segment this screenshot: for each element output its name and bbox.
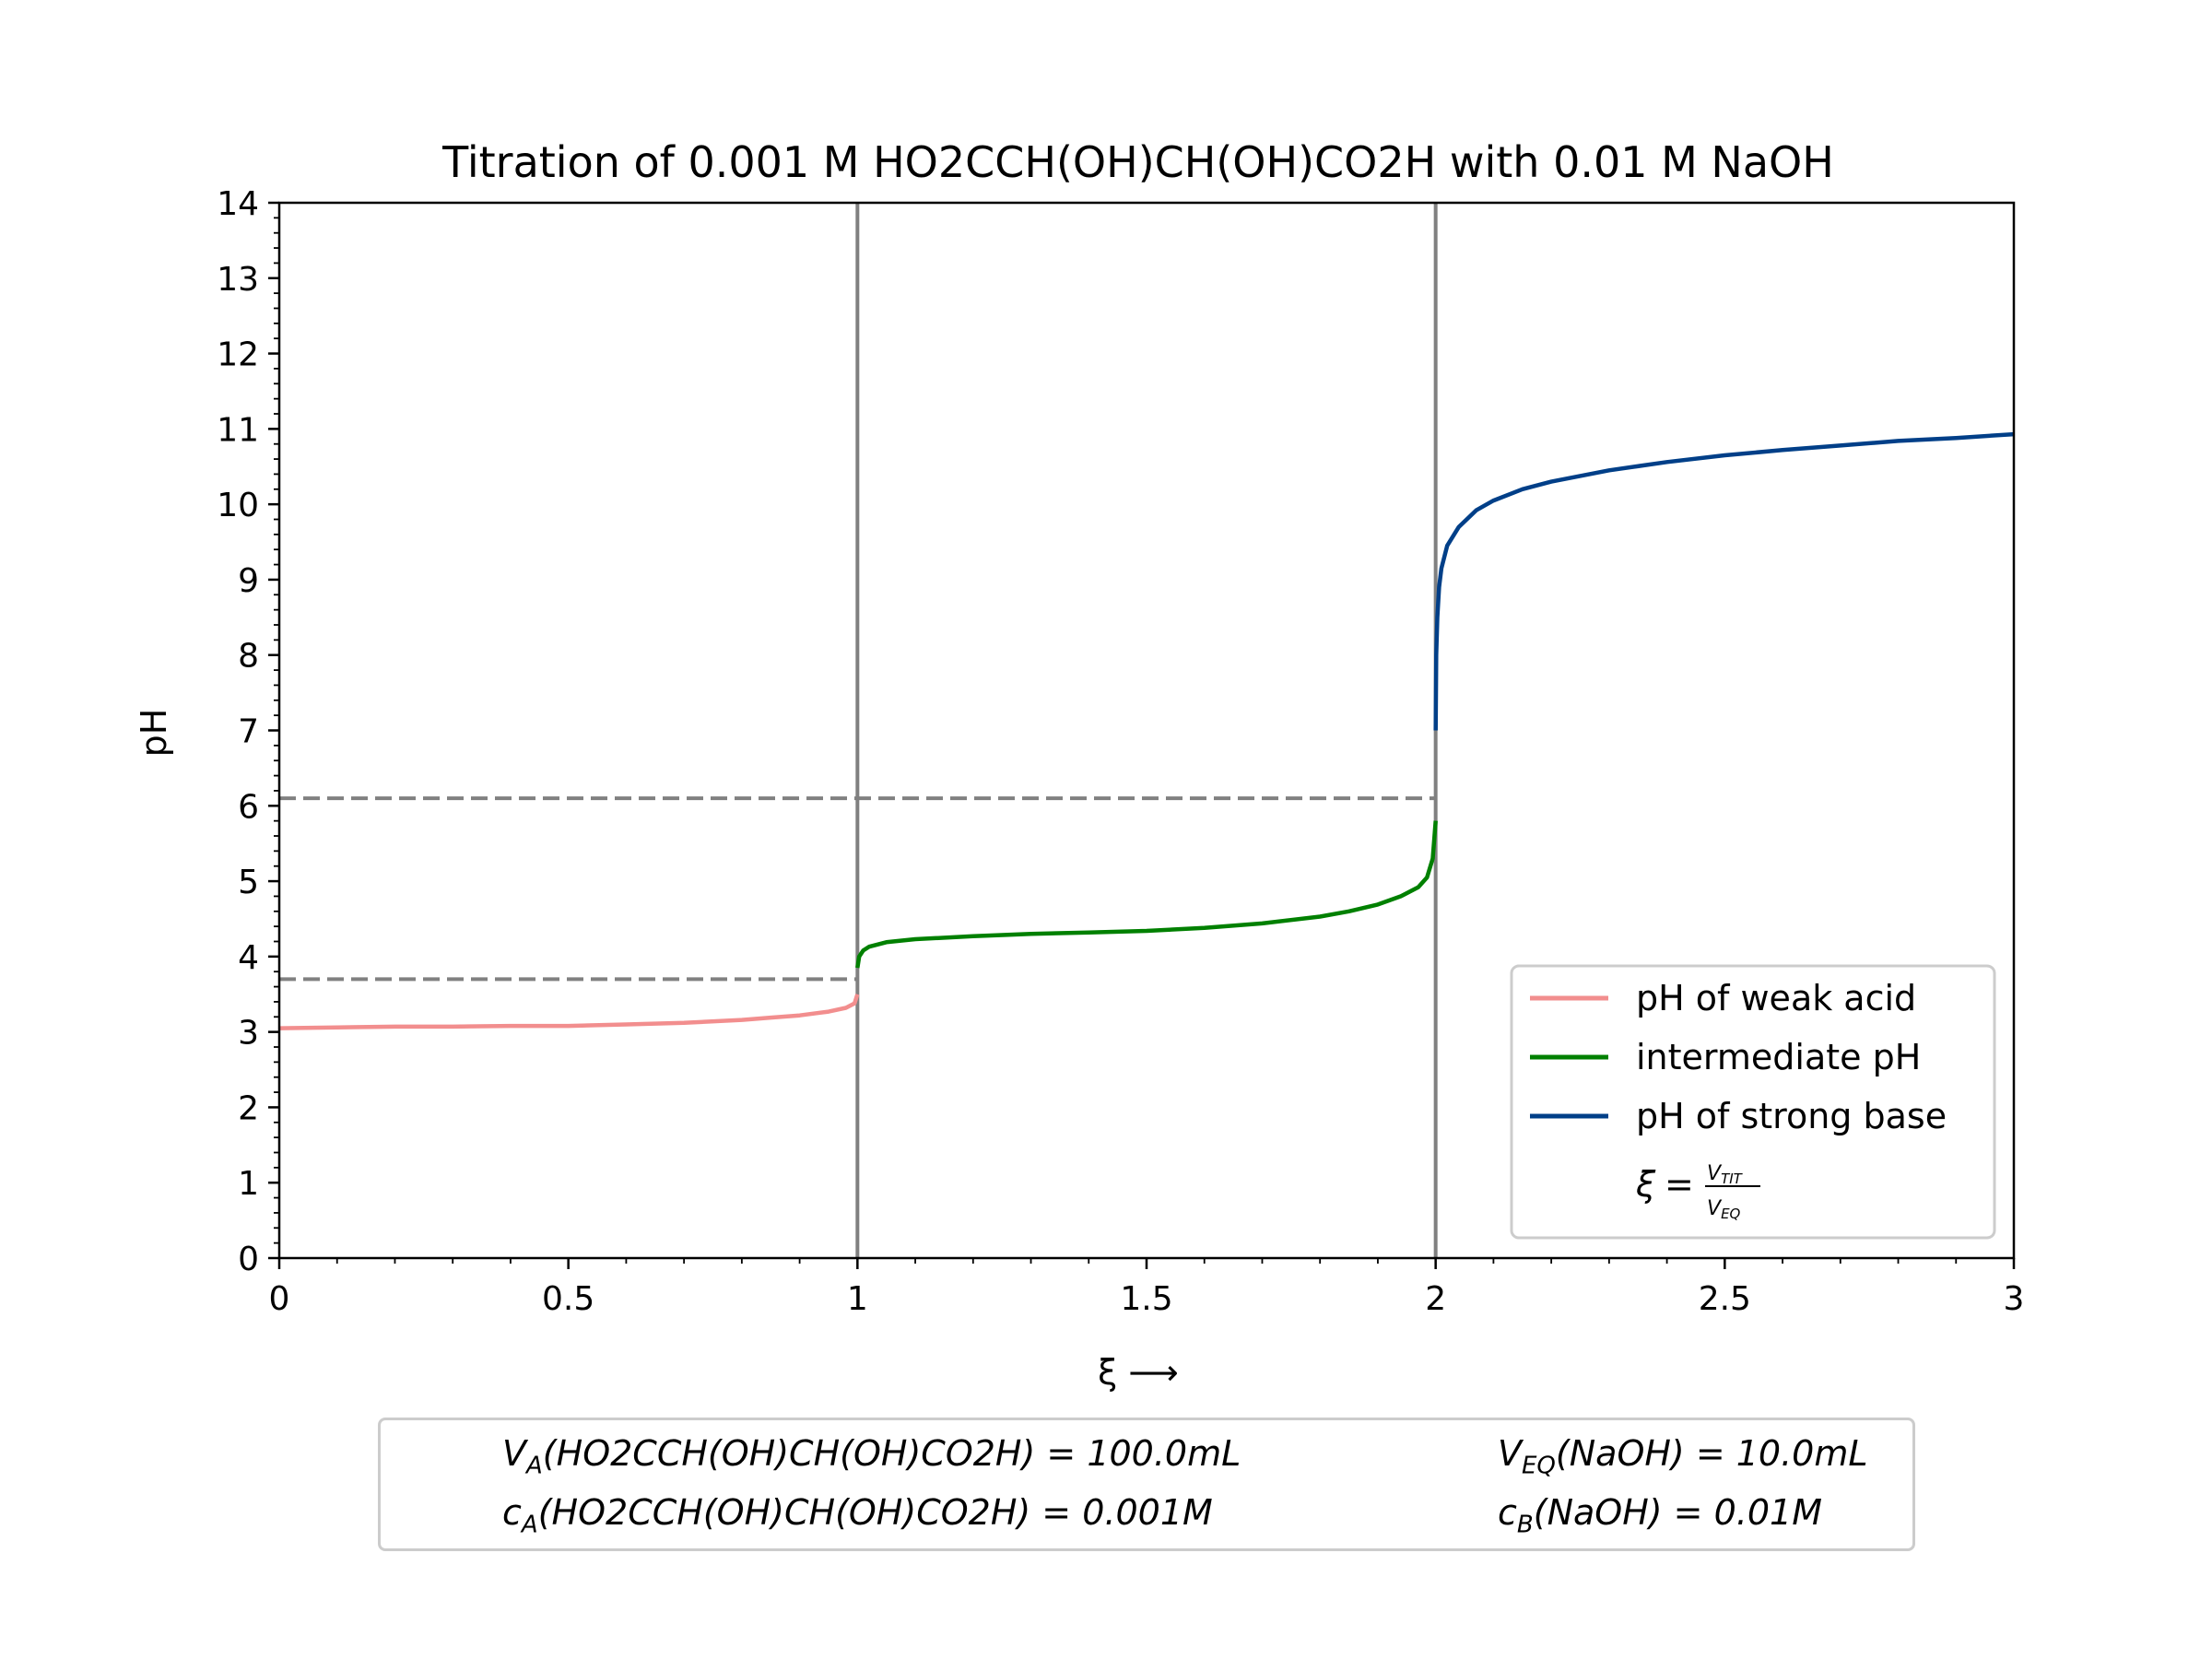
equivalence-volume: VEQ(NaOH) = 10.0mL xyxy=(1498,1433,1868,1480)
y-tick-label: 2 xyxy=(238,1089,259,1127)
legend-label-weak-acid: pH of weak acid xyxy=(1636,978,1916,1018)
acid-volume: VA(HO2CCH(OH)CH(OH)CO2H) = 100.0mL xyxy=(502,1433,1241,1480)
xi-equals: = xyxy=(1665,1164,1694,1205)
y-tick-label: 8 xyxy=(238,638,259,676)
legend-frame xyxy=(1510,964,1996,1240)
legend: pH of weak acid intermediate pH pH of st… xyxy=(1510,964,1996,1240)
series-layer xyxy=(278,431,2015,1030)
y-axis-label: pH xyxy=(134,709,174,758)
x-axis-label: ξ ⟶ xyxy=(1098,1352,1179,1393)
y-tick-label: 3 xyxy=(238,1015,259,1053)
xi-lhs: ξ xyxy=(1635,1164,1656,1205)
series-ph-of-strong-base xyxy=(1433,431,2015,731)
legend-label-intermediate: intermediate pH xyxy=(1636,1037,1921,1077)
y-tick-label: 14 xyxy=(217,185,259,223)
y-tick-label: 5 xyxy=(238,864,259,901)
chart-title: Titration of 0.001 M HO2CCH(OH)CH(OH)CO2… xyxy=(441,137,1834,187)
xi-denominator: VEQ xyxy=(1707,1197,1741,1222)
y-tick-label: 1 xyxy=(238,1165,259,1203)
reference-lines xyxy=(279,203,1438,1258)
x-tick-label: 3 xyxy=(2004,1280,2025,1318)
y-tick-label: 10 xyxy=(217,487,259,524)
parameters-box: VA(HO2CCH(OH)CH(OH)CO2H) = 100.0mL cA(HO… xyxy=(378,1418,1915,1551)
x-tick-label: 1 xyxy=(847,1280,868,1318)
y-tick-label: 12 xyxy=(217,336,259,374)
x-tick-label: 2 xyxy=(1425,1280,1446,1318)
legend-label-strong-base: pH of strong base xyxy=(1636,1096,1947,1136)
y-tick-label: 4 xyxy=(238,939,259,977)
x-tick-label: 0 xyxy=(269,1280,290,1318)
x-tick-label: 0.5 xyxy=(542,1280,594,1318)
y-tick-label: 13 xyxy=(217,261,259,299)
base-concentration: cB(NaOH) = 0.01M xyxy=(1498,1492,1822,1539)
plot-frame xyxy=(277,201,2016,1260)
legend-xi-definition: ξ = VTIT VEQ xyxy=(1635,1162,1760,1222)
acid-concentration: cA(HO2CCH(OH)CH(OH)CO2H) = 0.001M xyxy=(502,1492,1213,1539)
series-ph-of-weak-acid xyxy=(278,994,860,1030)
x-tick-label: 1.5 xyxy=(1120,1280,1172,1318)
y-tick-label: 11 xyxy=(217,411,259,449)
y-tick-label: 7 xyxy=(238,713,259,751)
series-intermediate-ph xyxy=(855,820,1438,969)
y-tick-label: 0 xyxy=(238,1241,259,1278)
y-tick-label: 9 xyxy=(238,562,259,600)
xi-numerator: VTIT xyxy=(1707,1162,1744,1187)
y-tick-label: 6 xyxy=(238,788,259,826)
x-tick-label: 2.5 xyxy=(1699,1280,1751,1318)
